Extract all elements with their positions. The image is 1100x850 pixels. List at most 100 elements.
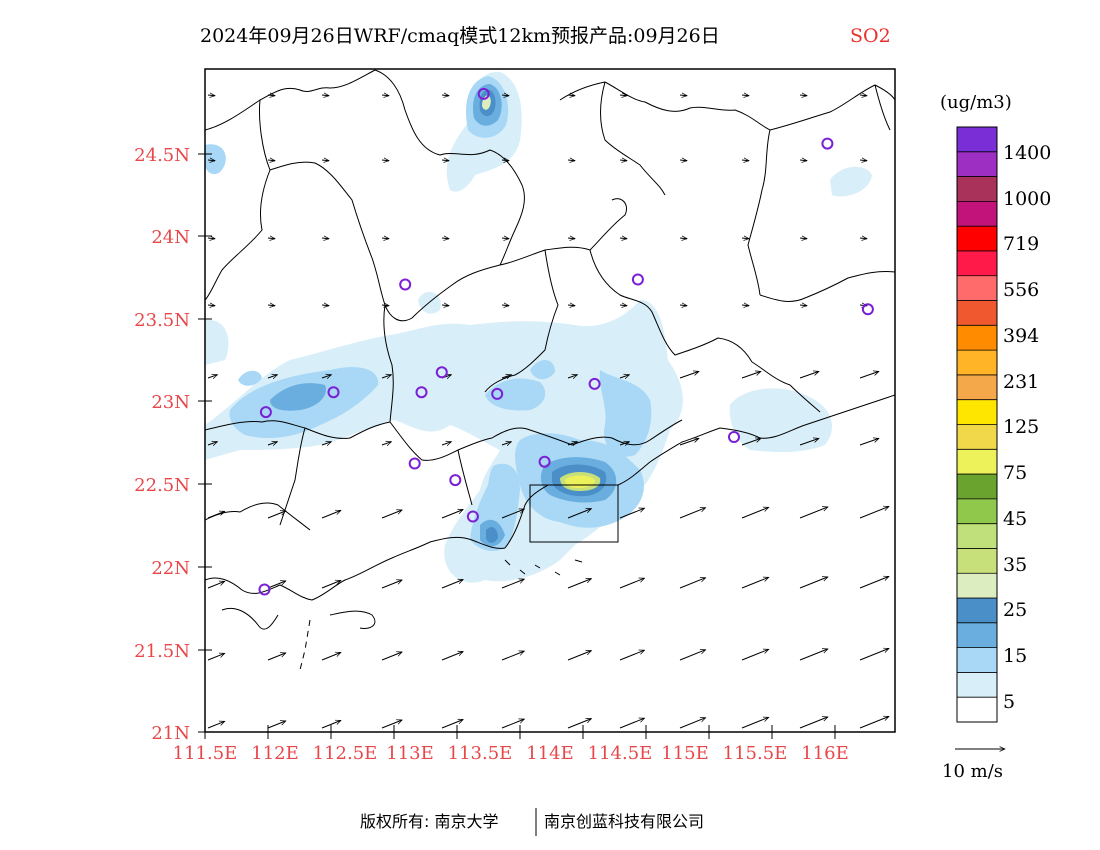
- wind-arrow: [267, 305, 275, 306]
- wind-arrow: [501, 238, 509, 239]
- wind-arrow: [799, 371, 819, 379]
- wind-arrow: [207, 160, 215, 161]
- wind-arrow: [501, 651, 524, 661]
- wind-arrow: [741, 649, 769, 661]
- wind-arrow: [741, 717, 769, 729]
- wind-arrow: [859, 371, 879, 379]
- colorbar-swatch: [957, 672, 997, 698]
- station-marker: [861, 303, 874, 316]
- wind-arrow: [441, 442, 451, 445]
- wind-arrow: [679, 438, 699, 446]
- wind-arrow: [859, 438, 879, 446]
- x-tick-label: 115.5E: [723, 743, 788, 764]
- colorbar-swatch: [957, 127, 997, 153]
- wind-arrow: [321, 580, 341, 589]
- colorbar-unit: (ug/m3): [940, 92, 1012, 113]
- wind-arrow: [501, 442, 511, 445]
- wind-arrow: [267, 721, 286, 729]
- wind-arrow: [321, 305, 329, 306]
- wind-arrow: [441, 510, 463, 519]
- colorbar-label: 35: [1003, 554, 1027, 576]
- wind-arrow: [859, 648, 889, 661]
- wind-arrow: [619, 508, 645, 519]
- wind-arrow: [321, 652, 341, 661]
- station-marker: [258, 583, 271, 596]
- y-tick-label: 24.5N: [134, 145, 190, 166]
- station-marker: [408, 457, 421, 470]
- wind-arrow: [679, 160, 687, 161]
- wind-arrow: [321, 720, 341, 729]
- colorbar-label: 5: [1003, 691, 1015, 713]
- colorbar-label: 231: [1003, 371, 1039, 393]
- colorbar-label: 394: [1003, 325, 1039, 347]
- wind-arrow: [381, 580, 402, 589]
- title-text: 2024年09月26日WRF/cmaq模式12km预报产品:09月26日: [200, 25, 720, 47]
- colorbar-swatch: [957, 201, 997, 227]
- colorbar-swatch: [957, 449, 997, 475]
- wind-arrow: [679, 578, 706, 589]
- wind-arrow: [567, 579, 591, 589]
- wind-arrow: [321, 510, 341, 519]
- station-marker: [588, 377, 601, 390]
- wind-arrow: [267, 238, 275, 239]
- wind-arrow: [567, 305, 575, 306]
- wind-arrow: [207, 581, 225, 589]
- wind-arrow: [679, 718, 706, 729]
- wind-arrow: [619, 442, 629, 445]
- wind-arrow: [741, 577, 769, 589]
- colorbar-swatch: [957, 523, 997, 549]
- colorbar-swatches: [956, 126, 998, 723]
- wind-arrow: [207, 442, 217, 445]
- wind-arrow: [267, 95, 275, 96]
- x-tick-label: 114.5E: [588, 743, 653, 764]
- wind-arrow: [441, 160, 449, 161]
- wind-arrow: [741, 507, 769, 519]
- wind-arrow: [679, 650, 706, 661]
- colorbar-labels: 1400 1000 719 556 394 231 125 75 45 35 2…: [1003, 142, 1051, 713]
- wind-arrow: [381, 238, 389, 239]
- wind-arrow: [567, 375, 577, 378]
- wind-arrow: [567, 719, 591, 729]
- station-marker: [631, 273, 644, 286]
- wind-arrow: [619, 238, 627, 239]
- wind-arrow: [441, 652, 463, 661]
- wind-arrow: [381, 652, 402, 661]
- colorbar-swatch: [957, 350, 997, 376]
- colorbar-label: 719: [1003, 233, 1039, 255]
- wind-arrow: [567, 442, 577, 445]
- wind-arrow: [799, 160, 807, 161]
- wind-arrow: [321, 375, 331, 378]
- wind-arrow: [321, 95, 329, 96]
- wind-arrow: [567, 95, 575, 96]
- station-markers: [258, 87, 874, 596]
- wind-arrow: [441, 720, 463, 729]
- wind-arrow: [679, 305, 687, 306]
- wind-arrow: [207, 305, 215, 306]
- map-title: 2024年09月26日WRF/cmaq模式12km预报产品:09月26日 SO2: [200, 25, 891, 47]
- wind-arrow: [207, 95, 215, 96]
- wind-arrow: [207, 238, 215, 239]
- wind-arrow: [799, 649, 828, 661]
- admin-boundaries: [205, 69, 895, 671]
- map-plot-area: [205, 69, 895, 732]
- colorbar-label: 75: [1003, 462, 1027, 484]
- colorbar-label: 25: [1003, 599, 1027, 621]
- wind-arrow: [381, 160, 389, 161]
- wind-arrow: [501, 375, 511, 378]
- colorbar-swatch: [957, 226, 997, 252]
- wind-arrow: [679, 238, 687, 239]
- x-tick-label: 113.5E: [448, 743, 513, 764]
- wind-arrow: [799, 507, 828, 519]
- wind-arrow: [619, 375, 629, 378]
- wind-arrow: [619, 160, 627, 161]
- wind-arrow: [381, 95, 389, 96]
- wind-arrow: [799, 305, 807, 306]
- wind-arrow: [321, 160, 329, 161]
- wind-arrow: [859, 160, 867, 161]
- wind-arrow: [501, 579, 524, 589]
- wind-arrow: [441, 305, 449, 306]
- wind-arrow: [859, 576, 889, 589]
- colorbar: (ug/m3) 1400 1000 719 556 394 231 125 75…: [940, 92, 1051, 723]
- wind-arrow: [859, 716, 889, 729]
- station-marker: [399, 278, 412, 291]
